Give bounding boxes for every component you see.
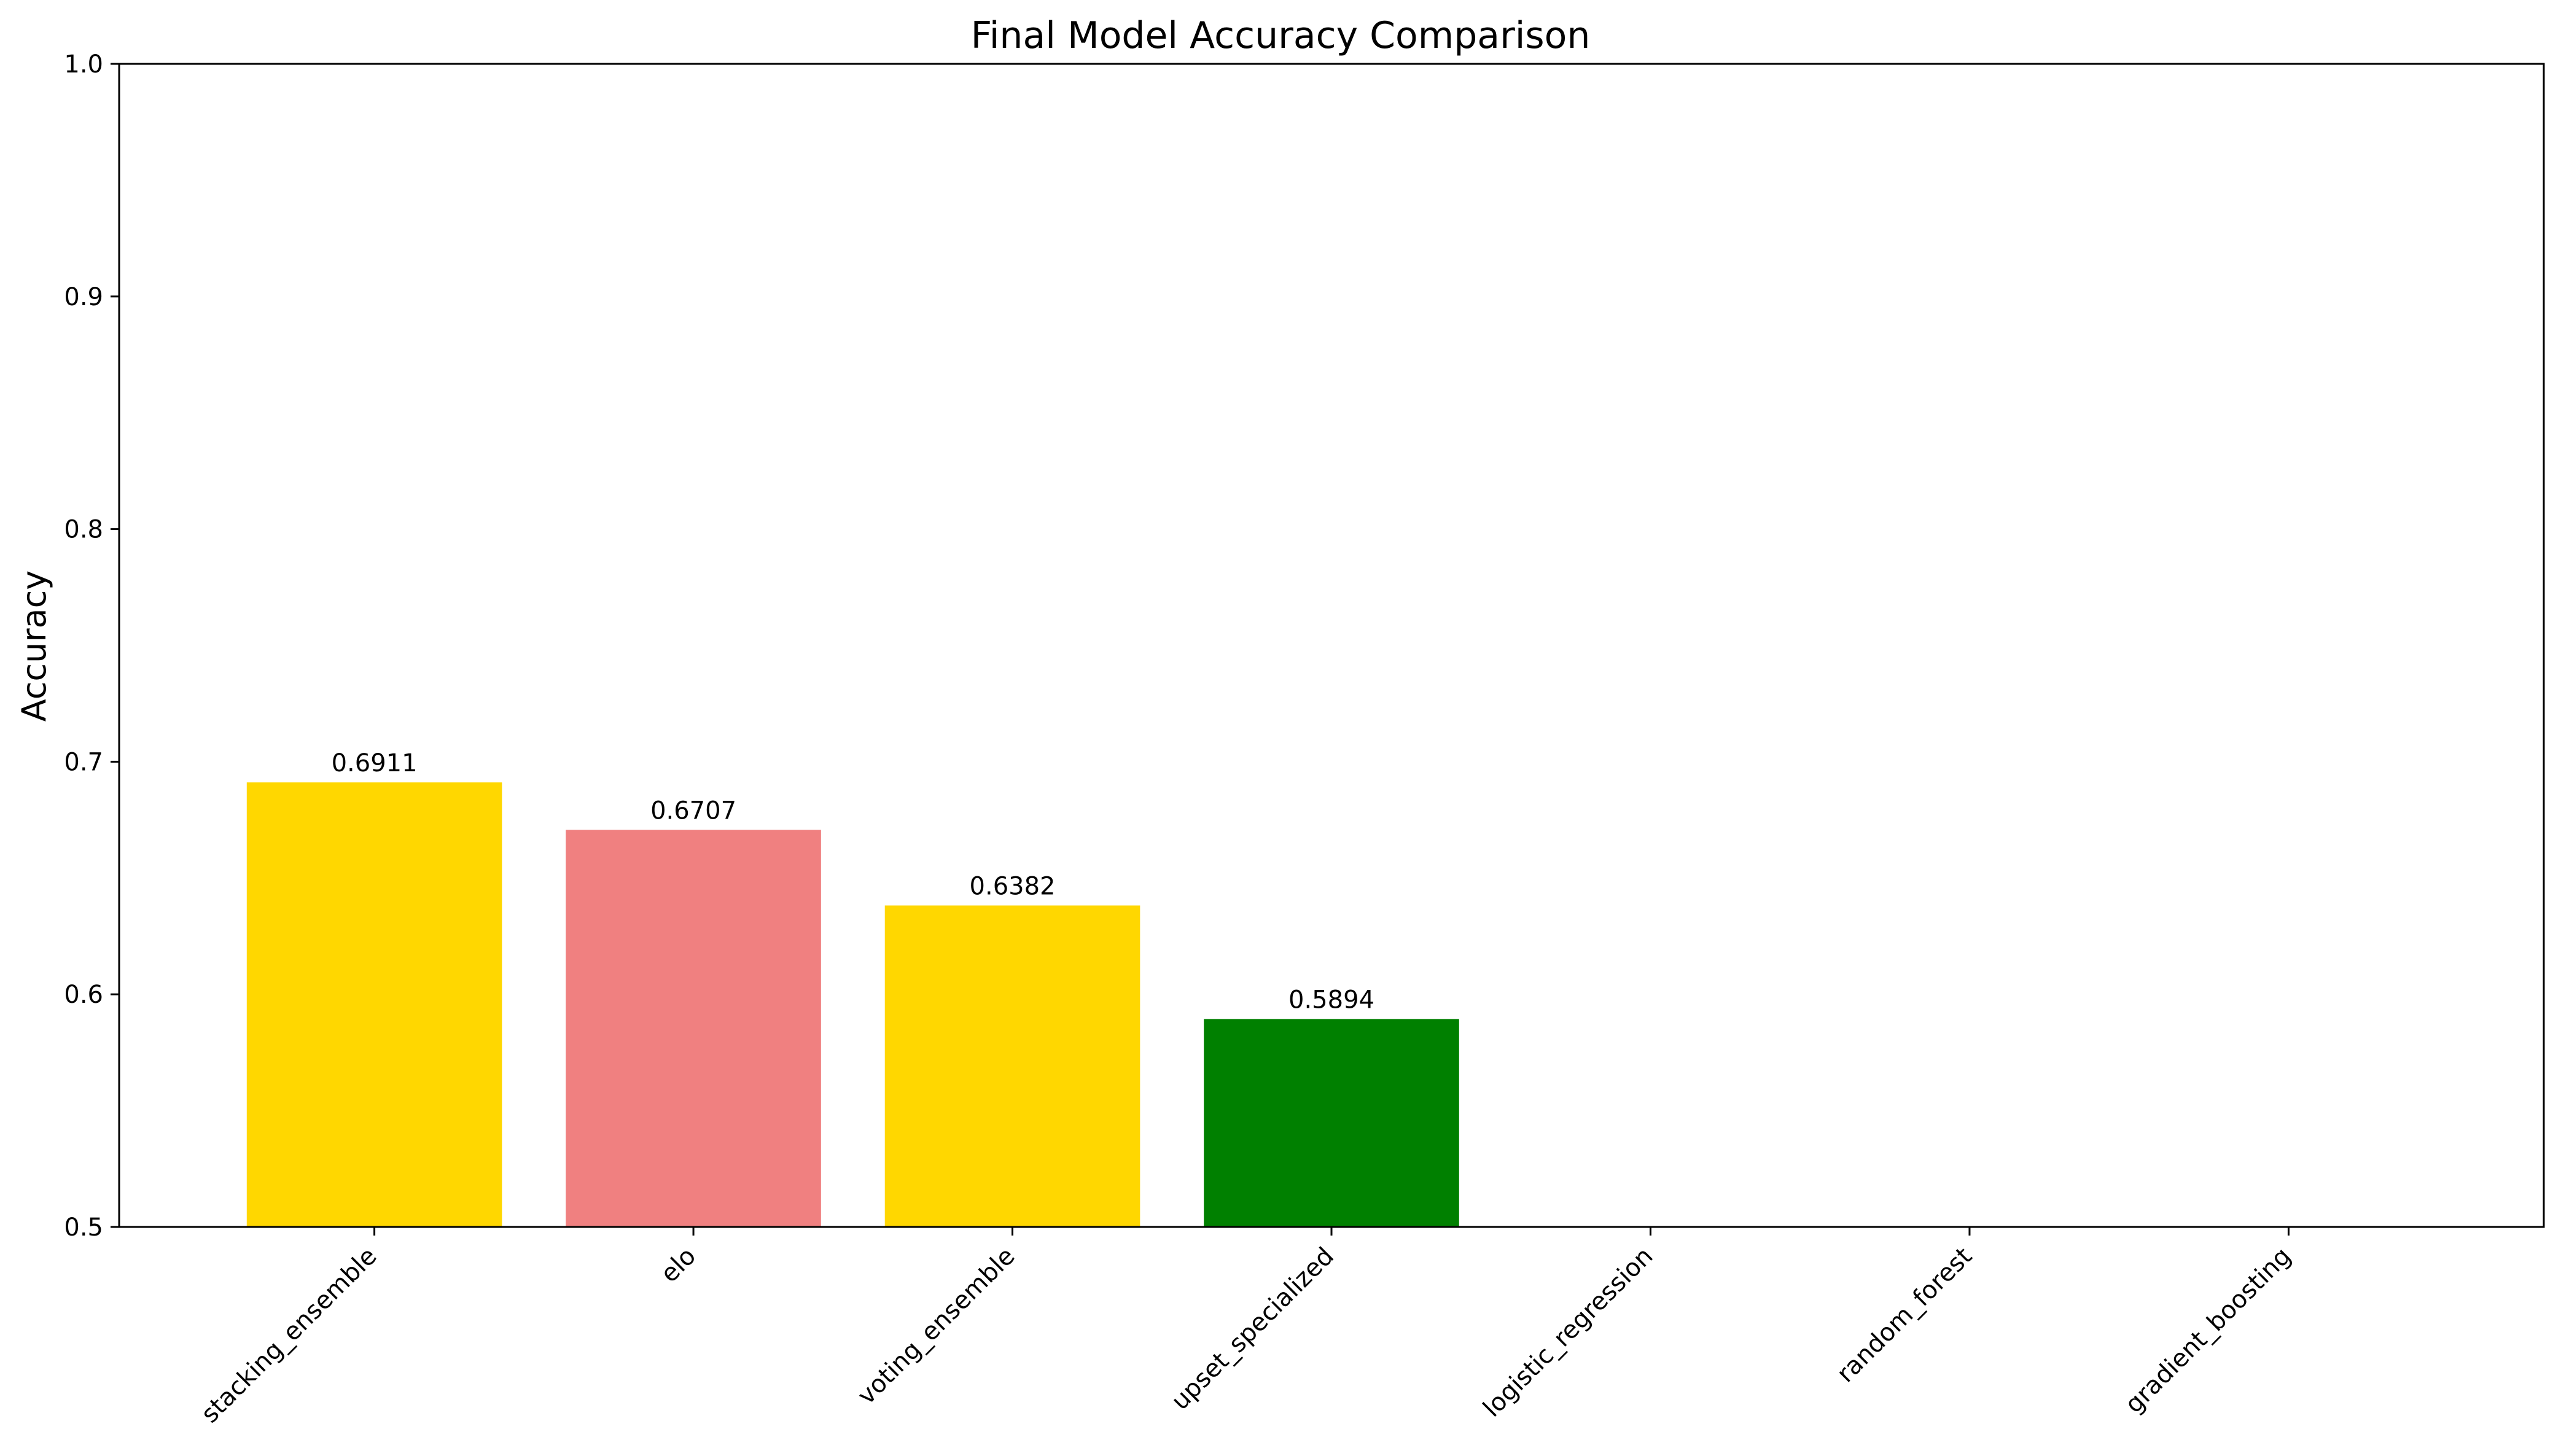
y-tick-label: 0.6: [64, 981, 103, 1009]
bar-voting-ensemble: [884, 905, 1140, 1227]
bar-upset-specialized: [1204, 1019, 1459, 1227]
y-tick-label: 0.7: [64, 748, 103, 776]
x-tick-label: logistic_regression: [1478, 1242, 1658, 1423]
y-axis-label: Accuracy: [15, 570, 53, 722]
bar-stacking-ensemble: [246, 782, 502, 1227]
x-tick-label: random_forest: [1831, 1242, 1978, 1388]
bar-value-label: 0.6911: [332, 749, 418, 777]
y-tick-label: 0.5: [64, 1213, 103, 1242]
bars-layer: 0.6911 0.6707 0.6382 0.5894: [246, 749, 1459, 1227]
x-tick-label: voting_ensemble: [852, 1242, 1021, 1411]
y-tick-label: 0.8: [64, 516, 103, 544]
bar-value-label: 0.6707: [650, 796, 736, 825]
bar-value-label: 0.5894: [1288, 986, 1374, 1014]
x-tick-label: elo: [655, 1242, 701, 1288]
x-tick-label: stacking_ensemble: [196, 1242, 383, 1429]
y-tick-label: 1.0: [64, 50, 103, 79]
y-tick-label: 0.9: [64, 283, 103, 311]
x-tick-label: gradient_boosting: [2120, 1242, 2297, 1419]
x-tick-label: upset_specialized: [1166, 1242, 1340, 1416]
bar-elo: [566, 830, 821, 1227]
chart-title: Final Model Accuracy Comparison: [971, 14, 1591, 57]
bar-value-label: 0.6382: [970, 872, 1056, 900]
